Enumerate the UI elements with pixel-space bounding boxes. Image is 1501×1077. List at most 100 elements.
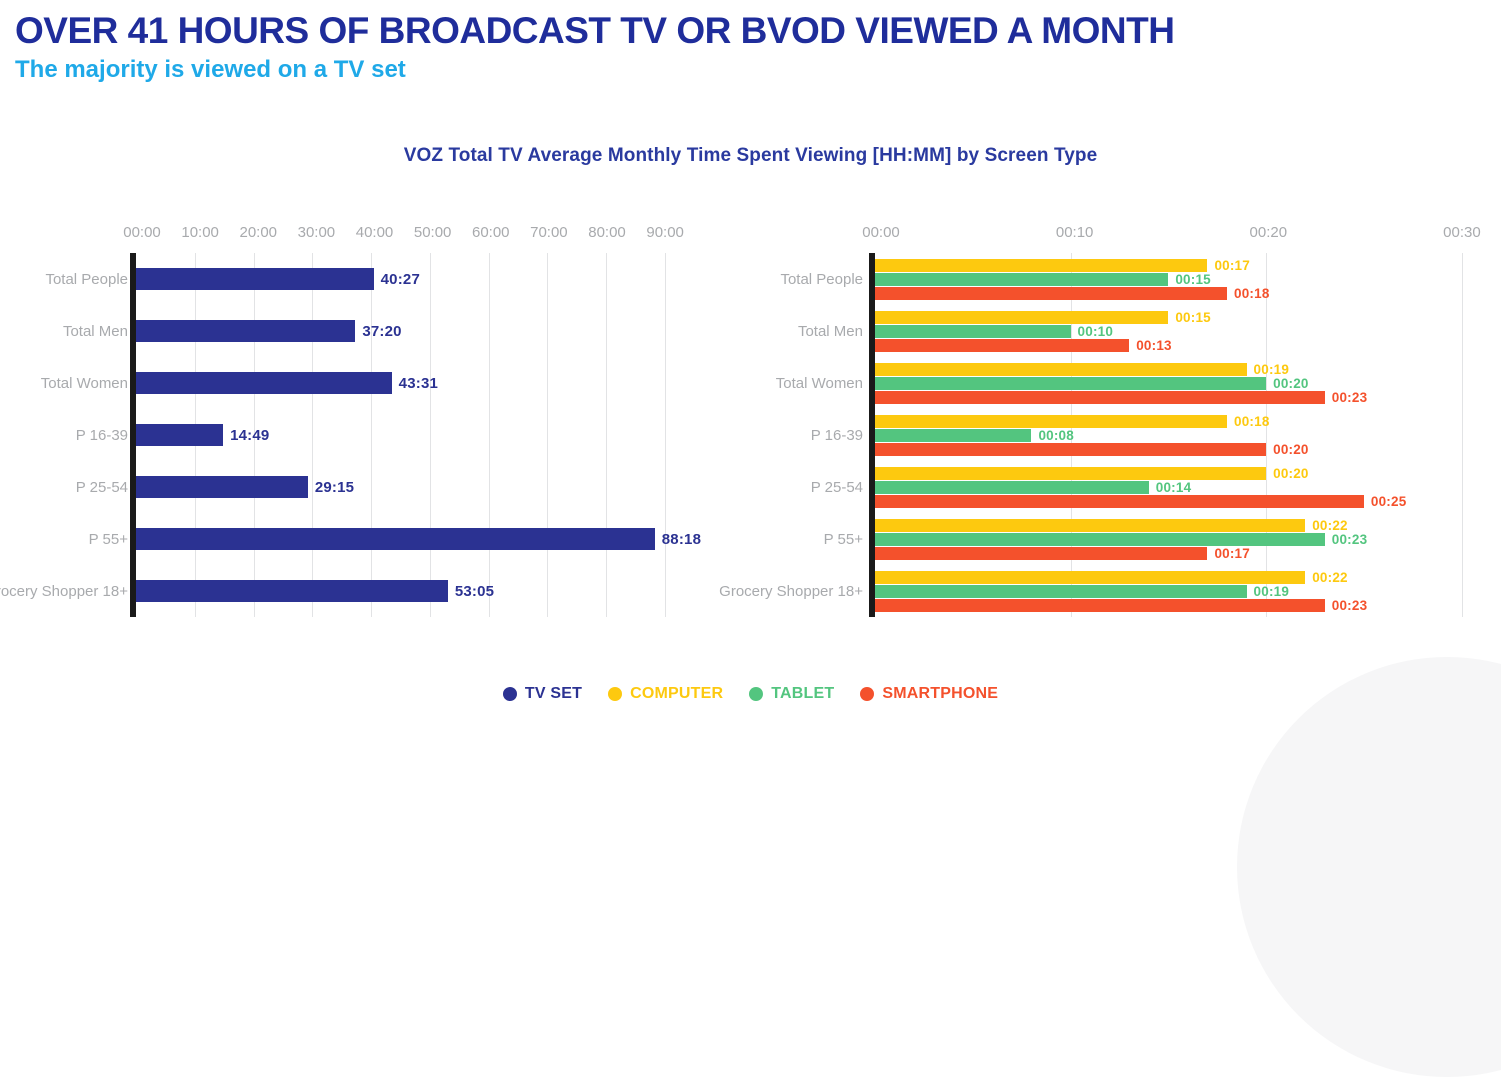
chart-row: 43:31 [136,357,700,409]
bar-value-label: 00:08 [1038,427,1074,443]
chart-row: 37:20 [136,305,700,357]
bar-tablet [875,428,1032,442]
bar-line: 00:25 [875,493,1491,509]
bar-line: 00:20 [875,375,1491,391]
legend-item-tv-set: TV SET [502,685,582,703]
slide: OVER 41 HOURS OF BROADCAST TV OR BVOD VI… [0,0,1501,703]
category-labels: Total People Total Men Total Women P 16-39 P… [700,253,875,617]
chart-row: 40:27 [136,253,700,305]
bar-value-label: 40:27 [380,270,421,288]
bar-line: 00:23 [875,531,1491,547]
bar-line: 00:08 [875,427,1491,443]
bar-line: 43:31 [136,372,700,395]
x-tick-label: 30:00 [297,224,336,242]
plot-wrap: Total People Total Men Total Women P 16-39 P… [700,253,1491,618]
legend-dot-icon [608,687,623,702]
legend-label: TABLET [771,685,835,703]
category-label: Grocery Shopper 18+ [719,582,863,600]
bar-smartphone [875,598,1325,612]
bar-line: 37:20 [136,320,700,343]
category-label: Total Women [775,374,863,392]
legend: TV SET COMPUTER TABLET SMARTPHONE [0,685,1501,703]
bar-line: 00:22 [875,570,1491,585]
bar-tv-set [136,580,448,603]
bar-tv-set [136,476,308,499]
bar-line: 00:20 [875,441,1491,457]
y-axis-line [130,253,136,618]
bar-line: 14:49 [136,424,700,447]
plot-area-devices: 00:17 00:15 00:18 00:15 00:10 00:13 00:19 00:20… [869,253,1491,618]
x-axis-devices: 00:00 00:10 00:20 00:30 [862,187,1491,253]
bar-smartphone [875,390,1325,404]
x-tick-label: 00:30 [1443,224,1481,242]
x-tick-label: 70:00 [530,224,568,242]
gridline [253,253,255,618]
decorative-circle [1237,657,1501,1077]
bar-tv-set [136,528,655,551]
panel-devices-chart: 00:00 00:10 00:20 00:30 Total People Total M… [700,187,1501,618]
bar-value-label: 00:20 [1273,441,1309,457]
bar-line: 00:22 [875,517,1491,533]
bar-value-label: 37:20 [362,322,402,340]
bar-value-label: 00:23 [1331,389,1368,405]
bar-value-label: 00:25 [1370,493,1407,509]
bar-value-label: 00:13 [1136,337,1172,353]
x-tick-label: 00:00 [123,224,161,242]
x-tick-label: 10:00 [181,224,219,242]
bar-tv-set [136,268,374,291]
bar-value-label: 00:18 [1234,285,1270,301]
x-tick-label: 00:00 [862,224,900,242]
header: OVER 41 HOURS OF BROADCAST TV OR BVOD VI… [0,0,1501,85]
bar-value-label: 00:23 [1331,531,1368,547]
category-label: P 16-39 [810,426,863,444]
bar-value-label: 00:15 [1175,309,1211,325]
bar-computer [875,258,1208,272]
bar-line: 00:19 [875,583,1491,599]
bar-line: 00:23 [875,597,1491,613]
gridline [312,253,314,618]
bar-value-label: 00:17 [1214,257,1250,273]
bar-value-label: 14:49 [230,426,270,444]
bar-rows: 00:17 00:15 00:18 00:15 00:10 00:13 00:19 00:20… [875,253,1491,617]
category-label: P 25-54 [810,478,863,496]
chart-row: 88:18 [136,513,702,565]
legend-dot-icon [749,687,764,702]
chart-row: 00:19 00:20 00:23 [875,357,1491,409]
bar-line: 00:13 [875,337,1491,353]
bar-value-label: 00:22 [1312,517,1348,533]
bar-tablet [875,532,1325,546]
x-tick-label: 50:00 [413,224,452,242]
bar-value-label: 43:31 [398,374,439,392]
x-tick-label: 00:20 [1249,224,1288,242]
chart-row: 00:15 00:10 00:13 [875,305,1491,357]
bar-value-label: 00:20 [1273,375,1309,391]
bar-value-label: 00:15 [1175,271,1211,287]
bar-tv-set [136,424,224,447]
gridline [1070,253,1072,618]
charts-container: 00:00 10:00 20:00 30:00 40:00 50:00 60:00 70:00… [0,187,1501,618]
plot-wrap: Total People Total Men Total Women P 16-39 P… [0,253,702,618]
gridline [429,253,431,618]
bar-computer [875,362,1247,376]
bar-line: 00:17 [875,546,1491,561]
x-axis-tv-set: 00:00 10:00 20:00 30:00 40:00 50:00 60:00 70:00… [123,187,700,253]
bar-value-label: 88:18 [661,530,702,548]
legend-dot-icon [502,687,517,702]
chart-row: 00:17 00:15 00:18 [875,253,1491,305]
chart-title: VOZ Total TV Average Monthly Time Spent … [403,145,1098,167]
category-label: Total People [45,270,128,288]
bar-line: 00:15 [875,309,1491,325]
gridline [1461,253,1463,618]
category-label: Grocery Shopper 18+ [0,582,128,600]
bar-value-label: 00:19 [1253,583,1290,599]
bar-computer [875,518,1306,532]
x-tick-label: 60:00 [471,224,510,242]
bar-value-label: 00:14 [1155,479,1192,495]
bar-smartphone [875,494,1364,508]
bar-line: 53:05 [136,580,700,603]
y-axis-line [869,253,875,618]
legend-dot-icon [860,687,875,702]
bar-value-label: 00:23 [1331,597,1368,613]
gridline [664,253,666,618]
bar-smartphone [875,546,1208,560]
